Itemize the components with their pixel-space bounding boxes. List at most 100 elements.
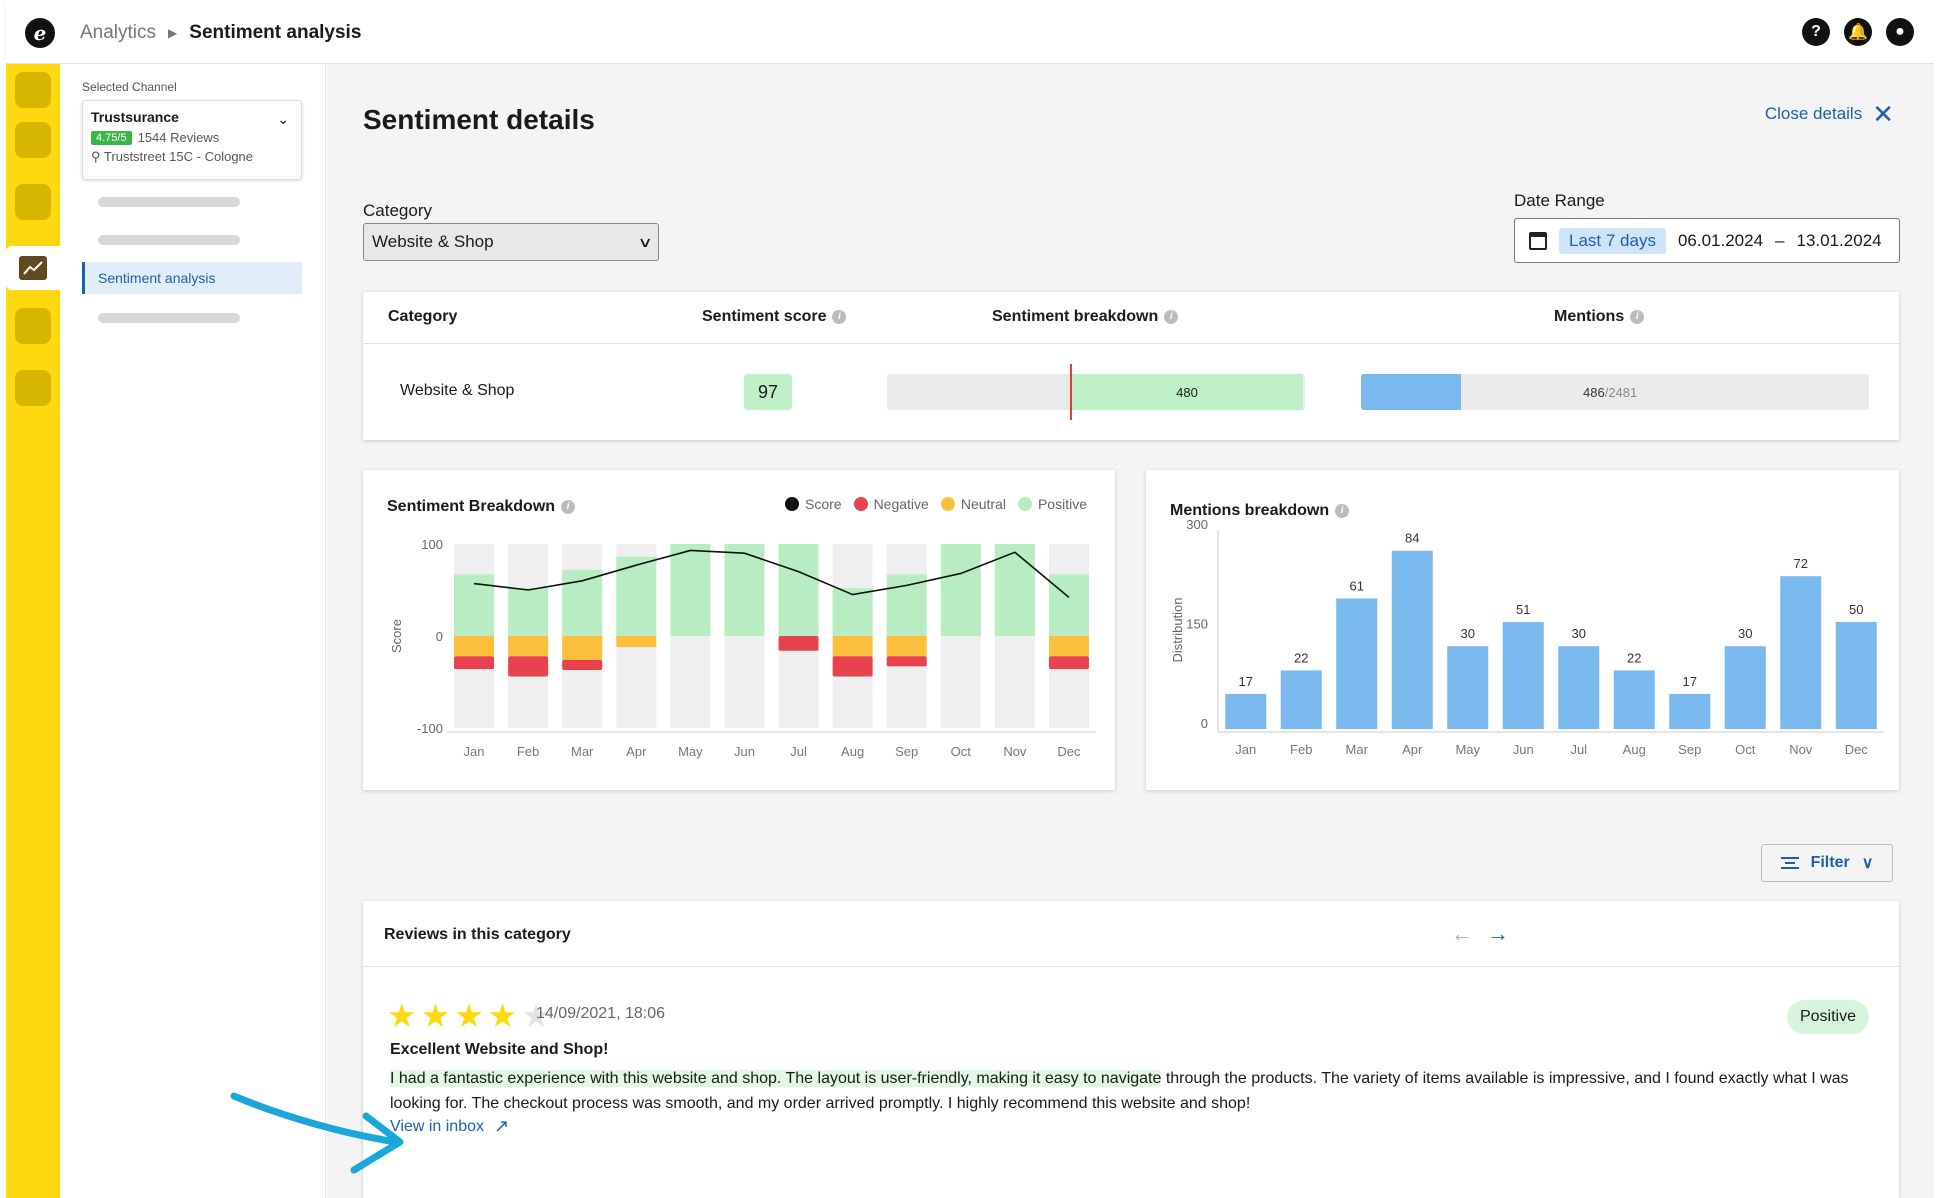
star-empty-icon: ★ [521,997,551,1034]
bar-positive [940,544,981,636]
breakdown-marker [1070,364,1072,420]
reviews-header: Reviews in this category ← → [363,901,1899,967]
page-title: Sentiment details [363,104,595,135]
account-icon[interactable]: ● [1886,18,1914,46]
selected-channel-label: Selected Channel [82,80,177,94]
col-sentiment-breakdown: Sentiment breakdown i [992,308,1179,326]
x-tick-label: Oct [951,744,972,759]
legend-positive: Positive [1017,496,1087,512]
bar-value-label: 30 [1461,626,1475,641]
table-row[interactable]: Website & Shop 97 480 486/2481 [363,344,1899,440]
sentiment-score-badge: 97 [744,374,792,410]
mentions-bar [1669,693,1711,729]
arrow-left-icon[interactable]: ← [1451,921,1473,946]
rail-item-2-icon[interactable] [15,122,51,158]
rating-badge: 4.75/5 [91,130,132,145]
bar-positive [508,588,549,636]
calendar-icon [1529,231,1547,250]
page-edge [1934,0,1946,1198]
star-rating: ★ ★ ★ ★ ★ [387,999,551,1032]
channel-selector[interactable]: Trustsurance ⌄ 4.75/5 1544 Reviews ⚲ Tru… [82,100,302,180]
legend-neutral: Neutral [940,496,1006,512]
y-axis-label: Distribution [1170,597,1185,662]
mentions-count: 486 [1583,385,1605,400]
legend-dot [853,497,868,511]
x-tick-label: Feb [517,744,539,759]
chevron-down-icon[interactable]: ⌄ [277,111,289,127]
legend-dot [940,497,955,511]
review-body: I had a fantastic experience with this w… [390,1066,1860,1116]
sentiment-breakdown-chart: Sentiment Breakdown i Score Negative Neut… [363,470,1115,790]
sidebar: Selected Channel Trustsurance ⌄ 4.75/5 1… [60,64,326,1198]
y-tick-label: 300 [1186,517,1208,532]
info-icon[interactable]: i [832,310,847,324]
chart-title: Mentions breakdown i [1170,502,1350,520]
bar-positive [886,574,927,636]
mentions-bar [1613,670,1655,729]
close-details-button[interactable]: Close details ✕ [1765,99,1894,129]
breadcrumb-analytics[interactable]: Analytics [80,22,157,43]
category-select[interactable]: Website & Shop ∨ [363,223,659,261]
mentions-fill [1361,374,1461,410]
bar-value-label: 22 [1294,650,1308,665]
x-tick-label: Dec [1057,744,1081,759]
info-icon[interactable]: i [561,500,576,514]
close-icon: ✕ [1872,99,1894,129]
info-icon[interactable]: i [1630,310,1645,324]
filter-label: Filter [1810,854,1850,871]
rail-item-6-icon[interactable] [15,370,51,406]
view-in-inbox-link[interactable]: View in inbox ↗ [390,1116,509,1137]
mentions-bar [1280,670,1322,729]
bar-neutral [832,636,873,657]
nav-placeholder-3[interactable] [98,313,240,323]
mentions-bar [1835,622,1877,729]
rail-item-1-icon[interactable] [15,72,51,108]
bar-positive [670,544,711,636]
review-count: 1544 Reviews [137,130,220,145]
x-tick-label: Mar [1346,742,1369,757]
mentions-bar [1225,693,1267,729]
x-tick-label: Aug [1623,742,1646,757]
arrow-right-icon[interactable]: → [1487,921,1509,946]
info-icon[interactable]: i [1335,504,1350,518]
sentiment-breakdown-bar: 480 [887,364,1305,420]
bar-neutral [454,636,495,657]
top-bar: e Analytics ▶ Sentiment analysis ? 🔔 ● [6,0,1934,64]
star-icon: ★ [420,997,451,1034]
x-tick-label: Feb [1290,742,1312,757]
bell-icon[interactable]: 🔔 [1844,18,1872,46]
sidebar-item-sentiment-analysis[interactable]: Sentiment analysis [82,262,302,294]
nav-placeholder-1[interactable] [98,197,240,207]
sentiment-badge: Positive [1786,1000,1869,1034]
legend-score: Score [784,496,842,512]
row-category: Website & Shop [400,382,515,399]
nav-rail [6,64,60,1198]
app-logo[interactable]: e [25,18,55,48]
mentions-breakdown-chart: Mentions breakdown i 300 150 0 Distribution 1… [1146,470,1899,790]
rail-item-5-icon[interactable] [15,308,51,344]
bar-value-label: 61 [1350,578,1364,593]
breadcrumb: Analytics ▶ Sentiment analysis [80,22,361,44]
mentions-bar: 486/2481 [1361,374,1869,410]
bar-value-label: 30 [1738,626,1752,641]
rail-item-3-icon[interactable] [15,184,51,220]
date-range-label: Date Range [1514,191,1605,210]
chevron-down-icon: ∨ [637,233,653,250]
filter-button[interactable]: Filter ∨ [1761,844,1893,882]
rail-analytics-item[interactable] [6,246,60,290]
nav-placeholder-2[interactable] [98,235,240,245]
mentions-bar [1447,646,1489,729]
date-preset[interactable]: Last 7 days [1559,227,1666,254]
review-text: through the products. The variety of ite… [390,1070,1849,1112]
bar-negative [454,656,495,670]
info-icon[interactable]: i [1164,310,1179,324]
x-tick-label: Mar [571,744,594,759]
date-range-picker[interactable]: Last 7 days 06.01.2024 – 13.01.2024 [1514,218,1900,263]
channel-name: Trustsurance [91,109,179,125]
breadcrumb-current: Sentiment analysis [189,22,362,43]
bar-positive [994,544,1035,636]
help-icon[interactable]: ? [1802,18,1830,46]
mentions-text: 486/2481 [1583,385,1637,400]
x-tick-label: May [678,744,703,759]
bar-negative [832,656,873,677]
